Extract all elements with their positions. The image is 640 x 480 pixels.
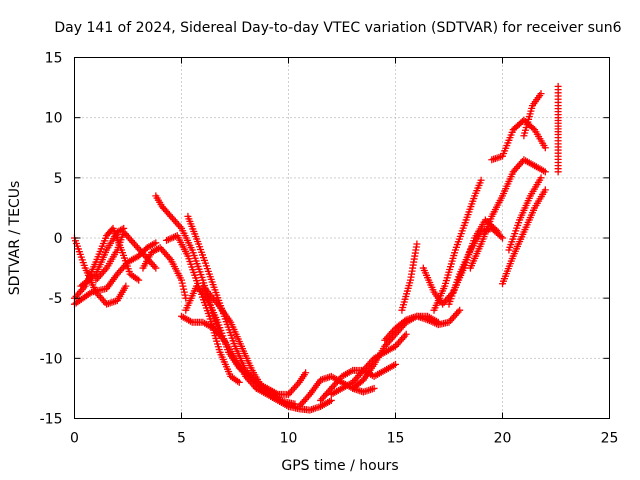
data-point xyxy=(456,306,464,314)
data-point xyxy=(392,360,399,368)
data-point xyxy=(181,291,189,299)
data-point xyxy=(499,234,506,242)
series-arc-16 xyxy=(317,360,399,404)
data-point xyxy=(554,168,562,176)
data-point xyxy=(302,369,310,377)
data-point xyxy=(180,288,188,296)
data-point xyxy=(179,282,187,290)
data-point xyxy=(541,186,549,194)
series-arc-6 xyxy=(139,244,190,302)
data-point xyxy=(477,176,485,184)
data-point xyxy=(541,144,549,152)
series-arc-24 xyxy=(466,156,549,272)
data-point xyxy=(135,276,143,284)
series-arc-13 xyxy=(252,384,335,414)
x-tick-label: 10 xyxy=(280,431,298,447)
y-tick-label: 0 xyxy=(54,231,63,247)
data-point xyxy=(122,282,130,290)
axis-ticks: 0 5 10 15 20 25 -15 -10 -5 0 5 10 15 xyxy=(40,51,619,447)
data-point xyxy=(370,384,378,392)
data-point xyxy=(402,330,410,338)
data-point xyxy=(90,271,98,279)
y-axis-label: SDTVAR / TECUs xyxy=(7,181,23,296)
data-point xyxy=(537,90,545,98)
data-point xyxy=(529,124,537,132)
x-tick-label: 15 xyxy=(387,431,405,447)
series-arc-26 xyxy=(499,186,549,288)
data-point xyxy=(178,276,185,284)
data-point xyxy=(120,224,128,232)
y-tick-label: -10 xyxy=(40,351,63,367)
series-arc-22 xyxy=(430,176,485,314)
data-point xyxy=(235,378,243,386)
series-arc-14 xyxy=(263,369,310,398)
data-marks xyxy=(71,82,562,414)
data-point xyxy=(180,285,188,293)
series-arc-20 xyxy=(398,240,421,314)
x-tick-label: 0 xyxy=(70,431,79,447)
x-axis-label: GPS time / hours xyxy=(281,458,398,474)
y-tick-label: 10 xyxy=(45,111,63,127)
data-point xyxy=(537,174,545,182)
y-tick-label: 5 xyxy=(54,171,63,187)
data-point xyxy=(118,225,126,233)
series-arc-18 xyxy=(349,312,442,392)
series-arc-27 xyxy=(505,174,545,254)
data-point xyxy=(178,279,186,287)
series-arc-25 xyxy=(488,116,549,164)
series-arc-5 xyxy=(77,224,128,290)
series-arc-11 xyxy=(199,282,299,408)
data-point xyxy=(481,216,489,224)
data-point xyxy=(152,239,160,247)
x-tick-label: 20 xyxy=(494,431,512,447)
series-arc-12 xyxy=(178,312,260,392)
series-arc-4 xyxy=(92,228,160,284)
x-tick-label: 25 xyxy=(601,431,619,447)
y-tick-label: -5 xyxy=(49,291,63,307)
data-point xyxy=(327,396,335,404)
data-point xyxy=(541,168,549,176)
series-arc-29 xyxy=(554,82,562,176)
series-arc-19 xyxy=(381,306,464,344)
series-arc-28 xyxy=(520,90,545,140)
y-tick-label: 15 xyxy=(45,51,63,67)
data-point xyxy=(413,240,421,248)
series-arc-10 xyxy=(182,282,275,398)
series-arc-9 xyxy=(184,212,282,398)
chart-title: Day 141 of 2024, Sidereal Day-to-day VTE… xyxy=(54,20,621,36)
data-point xyxy=(497,233,505,241)
y-tick-label: -15 xyxy=(40,412,63,428)
x-tick-label: 5 xyxy=(177,431,186,447)
data-point xyxy=(152,264,160,272)
series-arc-2 xyxy=(71,224,143,302)
